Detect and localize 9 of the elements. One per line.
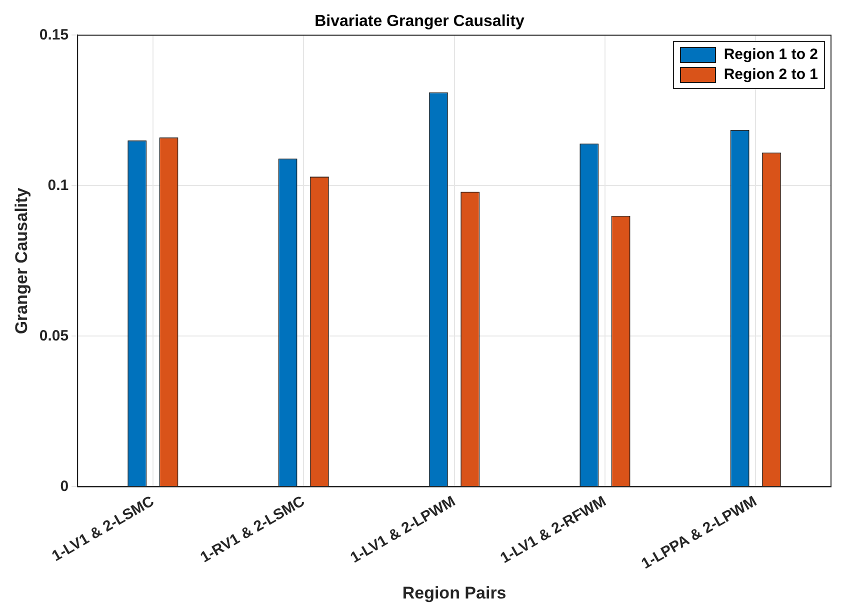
y-axis-title: Granger Causality [12,187,31,334]
legend-label: Region 1 to 2 [724,45,818,66]
y-tick-label: 0.1 [48,176,69,194]
y-tick-label: 0.15 [39,26,69,44]
x-axis-title: Region Pairs [402,583,506,602]
chart-title: Bivariate Granger Causality [314,13,525,30]
y-tick-label: 0.05 [39,327,69,344]
y-tick-label: 0 [60,478,69,495]
legend-label: Region 2 to 1 [724,65,818,86]
